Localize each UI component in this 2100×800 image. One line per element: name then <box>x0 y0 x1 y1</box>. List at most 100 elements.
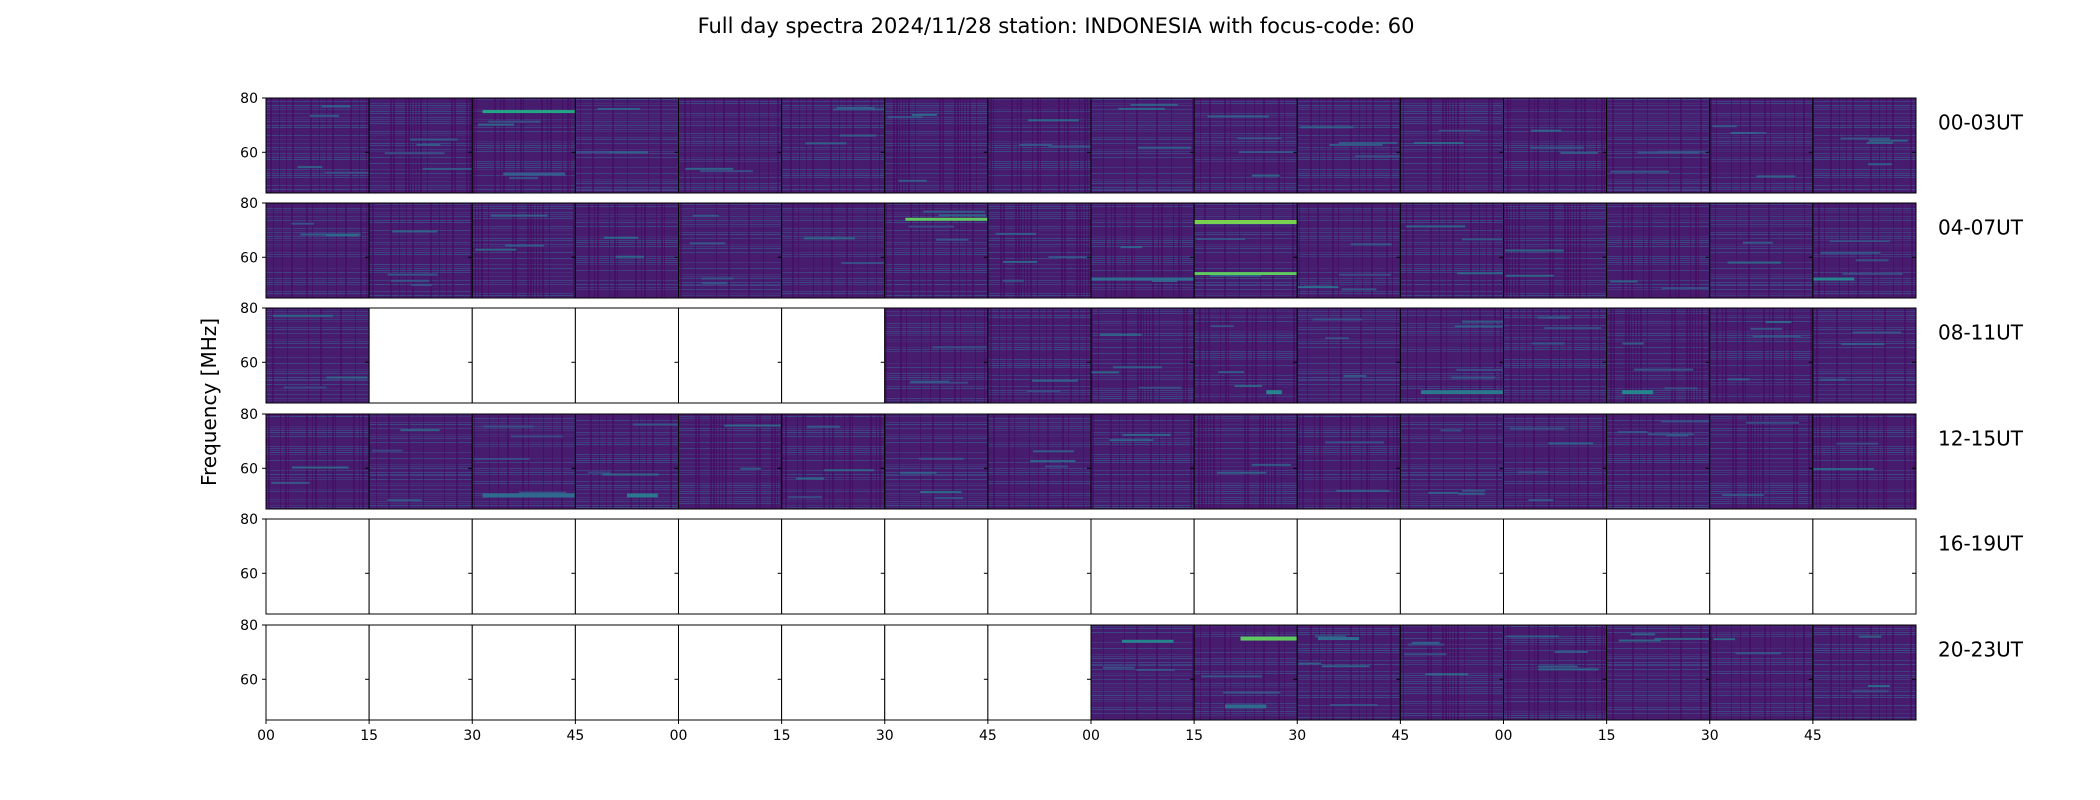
spectrum-panel <box>1503 518 1608 615</box>
spectrum-panel <box>987 518 1092 615</box>
spectrum-panel <box>781 518 886 615</box>
y-tick-label: 60 <box>240 250 258 266</box>
spectrum-panel <box>265 518 370 615</box>
spectrum-panel <box>574 624 679 721</box>
spectrum-panel <box>781 97 886 194</box>
y-tick-label: 80 <box>240 301 258 317</box>
spectrum-panel <box>1090 413 1195 510</box>
spectrum-panel <box>1296 413 1401 510</box>
spectrum-panel <box>368 97 475 194</box>
y-tick-label: 80 <box>240 407 258 423</box>
spectrum-panel <box>1503 307 1608 404</box>
y-tick-label: 60 <box>240 145 258 161</box>
spectrum-panel <box>1503 202 1608 299</box>
spectrum-panel <box>884 202 989 299</box>
x-tick-label: 15 <box>773 728 791 744</box>
y-axis-label: Frequency [MHz] <box>197 318 221 486</box>
spectrum-panel <box>1090 97 1195 194</box>
x-tick-label: 45 <box>566 728 584 744</box>
x-tick-label: 15 <box>360 728 378 744</box>
spectrum-panel <box>781 413 886 510</box>
row-label: 12-15UT <box>1938 427 2024 451</box>
spectrum-panel <box>1090 202 1195 299</box>
y-tick-label: 80 <box>240 512 258 528</box>
spectrum-panel <box>574 413 695 510</box>
y-tick-label: 80 <box>240 196 258 212</box>
x-tick-label: 00 <box>257 728 275 744</box>
spectrum-panel <box>884 413 989 510</box>
spectrum-panel <box>471 413 576 510</box>
spectrum-panel <box>471 624 576 721</box>
row-label: 16-19UT <box>1938 532 2024 556</box>
spectrum-panel <box>1503 413 1608 510</box>
row-label: 08-11UT <box>1938 321 2024 345</box>
spectrum-panel <box>987 307 1092 404</box>
x-tick-label: 45 <box>1804 728 1822 744</box>
spectrum-panel <box>1193 624 1298 721</box>
x-tick-label: 45 <box>979 728 997 744</box>
spectrum-panel <box>781 202 898 299</box>
y-tick-label: 80 <box>240 91 258 107</box>
spectrum-panel <box>265 97 381 194</box>
spectrum-panel <box>1606 202 1719 299</box>
row-label: 20-23UT <box>1938 638 2024 662</box>
spectrum-panel <box>1296 97 1414 194</box>
spectrum-panel <box>781 307 886 404</box>
spectrum-panel <box>1503 624 1608 721</box>
spectrum-panel <box>1193 202 1298 299</box>
spectrum-panel <box>1709 413 1814 510</box>
x-tick-label: 30 <box>1701 728 1719 744</box>
spectrum-panel <box>781 624 886 721</box>
panel-grid <box>265 97 1917 721</box>
spectrum-panel <box>368 307 473 404</box>
spectrum-panel <box>265 413 370 510</box>
y-tick-label: 60 <box>240 355 258 371</box>
spectrum-panel <box>1296 202 1401 299</box>
spectrum-panel <box>1709 518 1814 615</box>
spectrum-panel <box>1296 624 1401 721</box>
spectrum-panel <box>1090 307 1195 404</box>
spectrum-panel <box>265 307 370 404</box>
spectrum-panel <box>1399 624 1504 721</box>
spectrum-panel <box>1606 518 1711 615</box>
spectrum-panel <box>1503 97 1608 194</box>
spectrum-panel <box>471 518 576 615</box>
chart-title: Full day spectra 2024/11/28 station: IND… <box>698 14 1415 38</box>
spectrum-panel <box>1193 413 1298 510</box>
spectrum-panel <box>987 97 1092 194</box>
spectrum-panel <box>884 624 989 721</box>
spectrum-panel <box>1812 624 1917 721</box>
spectrum-panel <box>1606 624 1712 721</box>
x-tick-label: 00 <box>1495 728 1513 744</box>
spectrum-panel <box>678 413 785 510</box>
spectrum-panel <box>1709 202 1814 299</box>
spectrum-panel <box>884 307 989 404</box>
y-tick-label: 60 <box>240 461 258 477</box>
spectrum-panel <box>1399 202 1519 299</box>
spectrum-panel <box>574 97 679 194</box>
spectrum-panel <box>1193 518 1298 615</box>
y-tick-label: 80 <box>240 618 258 634</box>
spectrum-panel <box>471 202 576 299</box>
spectrum-panel <box>574 518 679 615</box>
spectrum-panel <box>987 413 1092 510</box>
x-tick-label: 00 <box>1082 728 1100 744</box>
spectrum-panel <box>987 624 1092 721</box>
row-label: 04-07UT <box>1938 216 2024 240</box>
y-tick-label: 60 <box>240 672 258 688</box>
spectrum-panel <box>1296 518 1401 615</box>
spectrum-panel <box>1812 307 1917 404</box>
spectrum-panel <box>1399 413 1504 510</box>
spectrum-panel <box>1193 97 1301 194</box>
spectrum-panel <box>884 97 989 194</box>
spectrum-panel <box>1296 307 1401 404</box>
spectrum-panel <box>1193 307 1298 404</box>
spectrum-panel <box>1399 307 1522 404</box>
spectrum-panel <box>1399 97 1504 194</box>
spectrum-panel <box>368 413 473 510</box>
y-tick-label: 60 <box>240 566 258 582</box>
spectrum-panel <box>1812 518 1917 615</box>
spectrum-panel <box>1812 202 1917 299</box>
spectrum-panel <box>1090 518 1195 615</box>
